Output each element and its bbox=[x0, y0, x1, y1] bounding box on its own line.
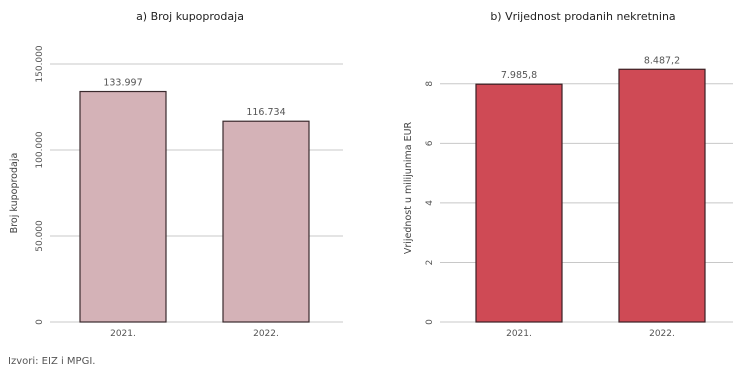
chart-a-y-tick-label: 150.000 bbox=[35, 45, 45, 82]
chart-b-bar bbox=[618, 68, 706, 323]
chart-a-y-tick-label: 0 bbox=[35, 319, 45, 325]
source-note: Izvori: EIZ i MPGI. bbox=[8, 356, 96, 367]
chart-b-y-tick-label: 0 bbox=[425, 319, 435, 325]
chart-a-x-tick-label: 2021. bbox=[110, 329, 136, 339]
chart-b-y-tick-label: 6 bbox=[425, 140, 435, 146]
chart-a-bar bbox=[79, 90, 167, 323]
chart-b-y-axis-label: Vrijednost u milijunima EUR bbox=[403, 121, 414, 254]
chart-a-data-label: 133.997 bbox=[103, 78, 142, 89]
chart-a-y-tick-label: 50.000 bbox=[35, 220, 45, 252]
chart-b-data-label: 8.487,2 bbox=[644, 55, 680, 66]
chart-a-x-tick-label: 2022. bbox=[253, 329, 279, 339]
chart-b-x-tick-label: 2022. bbox=[649, 329, 675, 339]
chart-b-y-tick-label: 2 bbox=[425, 260, 435, 266]
chart-b-y-tick-label: 4 bbox=[425, 200, 435, 206]
chart-b-bar bbox=[475, 83, 563, 323]
chart-a-title: a) Broj kupoprodaja bbox=[136, 10, 244, 23]
chart-b-data-label: 7.985,8 bbox=[501, 70, 537, 81]
chart-a-y-tick-label: 100.000 bbox=[35, 131, 45, 168]
chart-b-title: b) Vrijednost prodanih nekretnina bbox=[490, 10, 675, 23]
chart-b-x-tick-label: 2021. bbox=[506, 329, 532, 339]
chart-a-bar bbox=[222, 120, 310, 323]
chart-b-y-tick-label: 8 bbox=[425, 81, 435, 87]
chart-a-data-label: 116.734 bbox=[246, 107, 285, 118]
chart-a-y-axis-label: Broj kupoprodaja bbox=[9, 153, 20, 234]
